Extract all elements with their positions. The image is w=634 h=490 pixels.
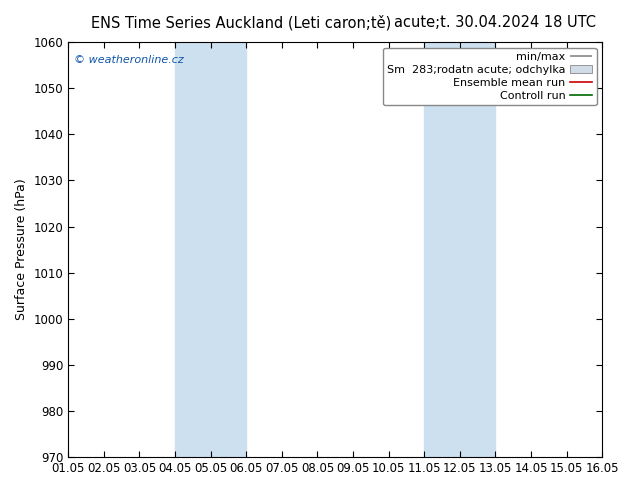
Text: © weatheronline.cz: © weatheronline.cz	[74, 54, 183, 65]
Text: acute;t. 30.04.2024 18 UTC: acute;t. 30.04.2024 18 UTC	[394, 15, 595, 30]
Text: ENS Time Series Auckland (Leti caron;tě): ENS Time Series Auckland (Leti caron;tě)	[91, 15, 391, 30]
Bar	[175, 42, 246, 457]
Legend: min/max, Sm  283;rodatn acute; odchylka, Ensemble mean run, Controll run: min/max, Sm 283;rodatn acute; odchylka, …	[383, 48, 597, 105]
Y-axis label: Surface Pressure (hPa): Surface Pressure (hPa)	[15, 179, 28, 320]
Bar	[424, 42, 495, 457]
